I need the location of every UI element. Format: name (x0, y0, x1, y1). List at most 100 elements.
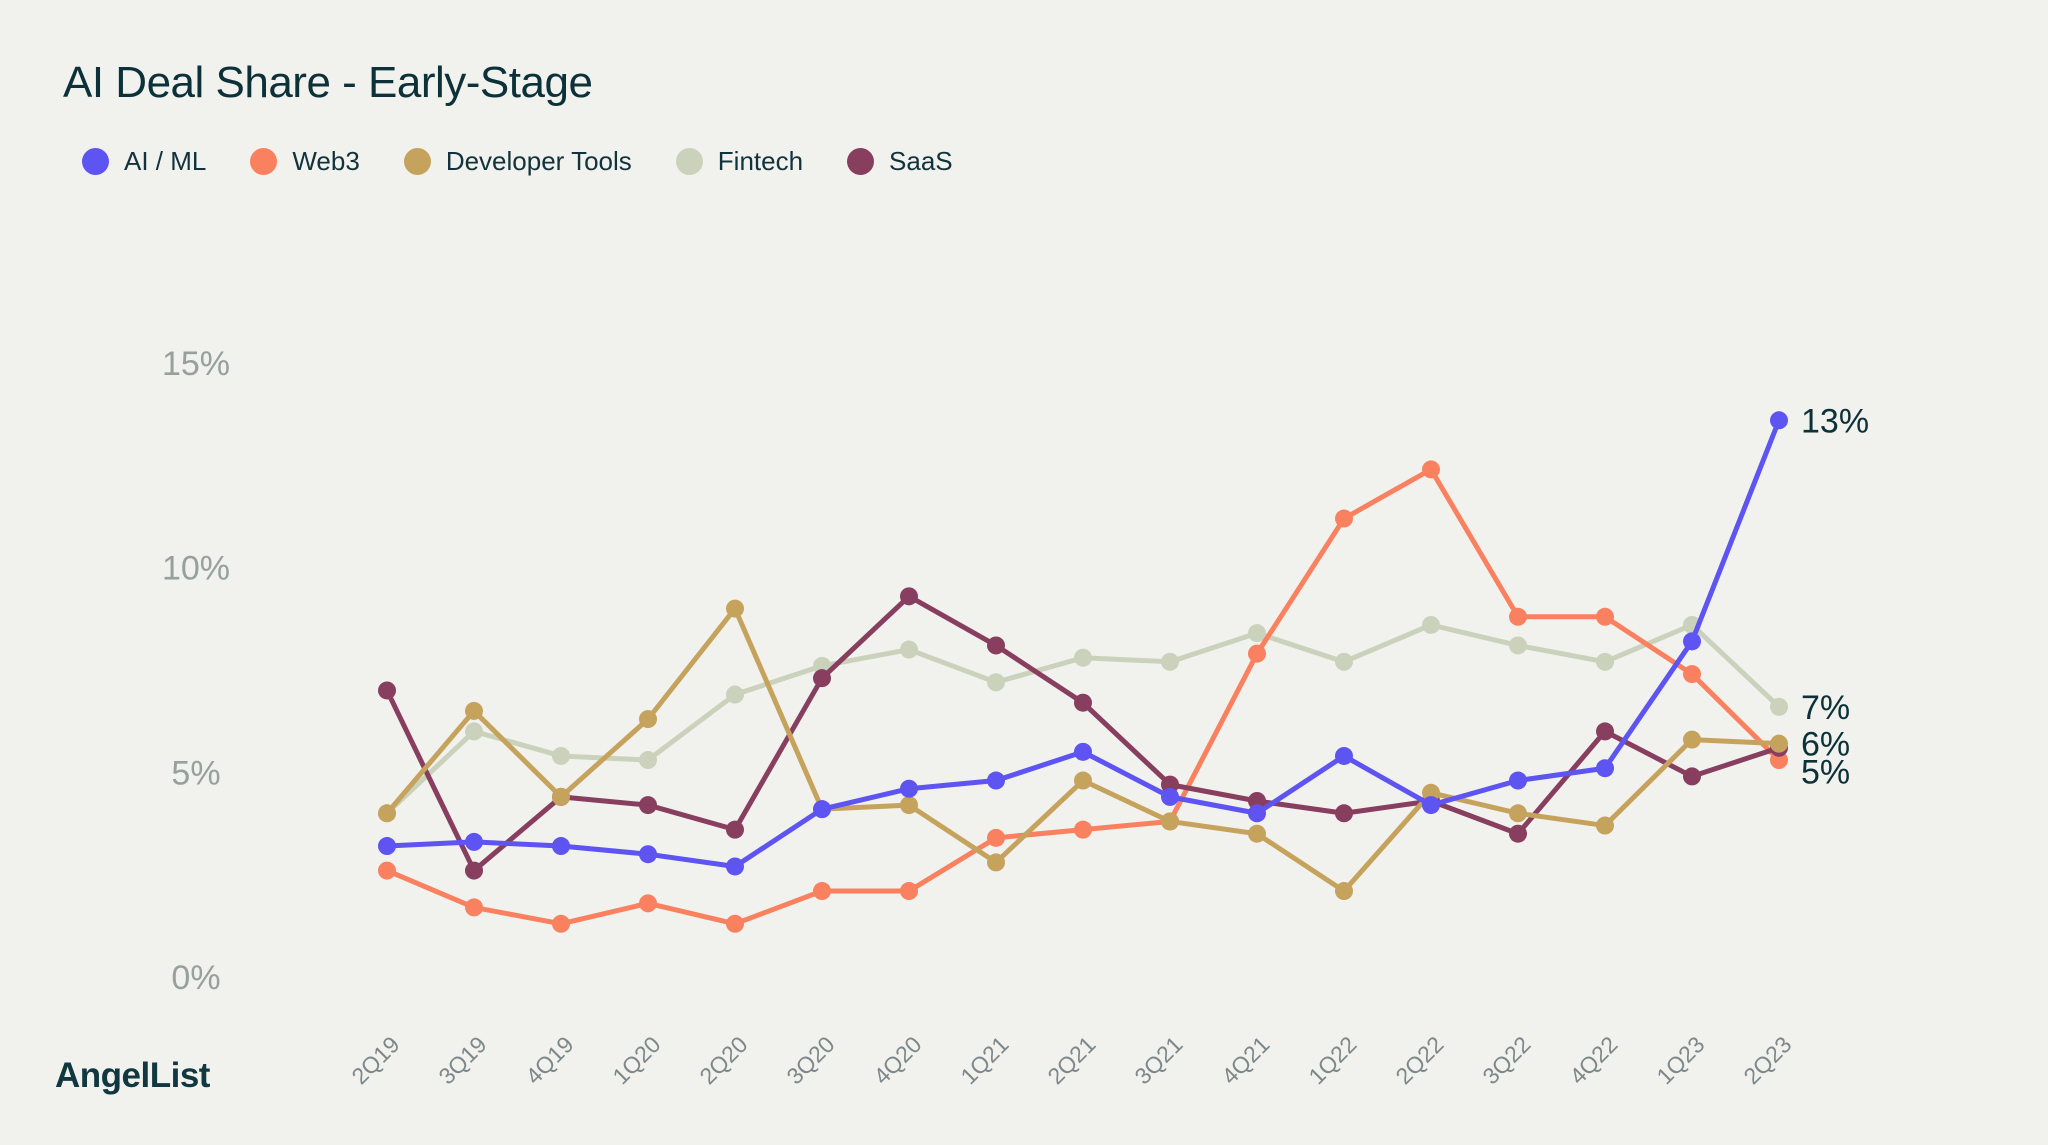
point-developer-tools-4Q20 (900, 796, 918, 815)
point-developer-tools-4Q21 (1248, 824, 1266, 843)
x-axis-tick: 1Q23 (1651, 1031, 1709, 1089)
legend-item-ai-ml[interactable]: AI / ML (82, 146, 206, 177)
point-developer-tools-3Q22 (1509, 804, 1527, 823)
chart-title: AI Deal Share - Early-Stage (63, 58, 593, 107)
point-saas-2Q21 (1074, 693, 1092, 712)
legend-dot-fintech (675, 148, 703, 175)
point-web3-2Q21 (1074, 820, 1092, 839)
x-axis-tick: 3Q20 (781, 1031, 839, 1089)
point-fintech-2Q21 (1074, 648, 1092, 667)
point-saas-3Q20 (813, 669, 831, 688)
legend-label: SaaS (889, 146, 953, 176)
point-web3-1Q23 (1683, 665, 1701, 684)
point-web3-3Q22 (1509, 607, 1527, 626)
point-ai-ml-1Q23 (1683, 632, 1701, 651)
legend-item-saas[interactable]: SaaS (847, 146, 953, 177)
legend-dot-web3 (250, 148, 278, 175)
x-axis-tick: 2Q20 (694, 1031, 752, 1089)
legend-item-fintech[interactable]: Fintech (675, 146, 804, 177)
point-developer-tools-3Q21 (1161, 812, 1179, 831)
end-label-ai-ml: 13% (1801, 402, 1869, 440)
point-web3-1Q20 (639, 894, 657, 913)
legend-label: Fintech (717, 146, 804, 176)
point-ai-ml-3Q19 (465, 832, 483, 851)
point-developer-tools-4Q19 (552, 787, 570, 806)
point-saas-2Q19 (378, 681, 396, 700)
point-developer-tools-2Q20 (726, 599, 744, 618)
x-axis-tick: 4Q21 (1216, 1031, 1274, 1089)
legend-label: Developer Tools (445, 146, 632, 176)
x-axis-tick: 1Q21 (955, 1031, 1013, 1089)
y-axis-tick: 5% (171, 754, 220, 792)
point-web3-2Q19 (378, 861, 396, 880)
point-web3-3Q20 (813, 882, 831, 901)
point-developer-tools-1Q22 (1335, 882, 1353, 901)
point-developer-tools-2Q23 (1770, 734, 1788, 753)
point-developer-tools-1Q23 (1683, 730, 1701, 749)
point-fintech-3Q22 (1509, 636, 1527, 655)
legend: AI / ML Web3 Developer Tools Fintech SaaS (82, 146, 953, 177)
point-developer-tools-2Q19 (378, 804, 396, 823)
point-developer-tools-1Q21 (987, 853, 1005, 872)
x-axis-tick: 4Q20 (868, 1031, 926, 1089)
point-ai-ml-4Q22 (1596, 759, 1614, 778)
point-fintech-4Q19 (552, 746, 570, 765)
point-saas-4Q22 (1596, 722, 1614, 741)
y-axis-tick: 0% (171, 959, 220, 997)
point-ai-ml-2Q22 (1422, 796, 1440, 815)
point-ai-ml-2Q21 (1074, 742, 1092, 761)
point-ai-ml-1Q20 (639, 845, 657, 864)
point-ai-ml-2Q20 (726, 857, 744, 876)
x-axis-tick: 2Q22 (1390, 1031, 1448, 1089)
legend-label: AI / ML (124, 146, 207, 176)
point-web3-2Q20 (726, 914, 744, 933)
end-label-developer-tools: 6% (1801, 726, 1850, 764)
point-fintech-2Q23 (1770, 697, 1788, 716)
point-web3-4Q20 (900, 882, 918, 901)
point-ai-ml-4Q19 (552, 837, 570, 856)
legend-item-developer-tools[interactable]: Developer Tools (403, 146, 632, 177)
point-saas-1Q22 (1335, 804, 1353, 823)
point-ai-ml-4Q20 (900, 779, 918, 798)
point-fintech-3Q21 (1161, 652, 1179, 671)
x-axis-tick: 3Q22 (1477, 1031, 1535, 1089)
brand-logo: AngelList (55, 1056, 210, 1095)
point-saas-3Q19 (465, 861, 483, 880)
x-axis-tick: 3Q21 (1129, 1031, 1187, 1089)
point-web3-1Q21 (987, 828, 1005, 847)
point-web3-4Q19 (552, 914, 570, 933)
point-developer-tools-2Q21 (1074, 771, 1092, 790)
point-developer-tools-4Q22 (1596, 816, 1614, 835)
point-fintech-1Q21 (987, 673, 1005, 692)
point-developer-tools-3Q19 (465, 701, 483, 720)
point-web3-1Q22 (1335, 509, 1353, 528)
x-axis-tick: 1Q22 (1303, 1031, 1361, 1089)
x-axis-tick: 3Q19 (433, 1031, 491, 1089)
legend-item-web3[interactable]: Web3 (250, 146, 360, 177)
point-fintech-1Q22 (1335, 652, 1353, 671)
legend-dot-ai-ml (82, 148, 109, 175)
y-axis-tick: 15% (162, 345, 230, 383)
point-saas-1Q21 (987, 636, 1005, 655)
legend-label: Web3 (292, 146, 360, 176)
x-axis-tick: 4Q22 (1564, 1031, 1622, 1089)
point-saas-1Q20 (639, 796, 657, 815)
point-developer-tools-1Q20 (639, 710, 657, 729)
point-ai-ml-3Q21 (1161, 787, 1179, 806)
point-web3-2Q22 (1422, 460, 1440, 479)
end-label-fintech: 7% (1801, 689, 1850, 727)
point-web3-4Q21 (1248, 644, 1266, 663)
point-ai-ml-2Q19 (378, 837, 396, 856)
legend-dot-saas (847, 148, 875, 175)
x-axis-tick: 2Q21 (1042, 1031, 1100, 1089)
point-ai-ml-3Q22 (1509, 771, 1527, 790)
point-ai-ml-1Q21 (987, 771, 1005, 790)
point-web3-4Q22 (1596, 607, 1614, 626)
x-axis-tick: 1Q20 (607, 1031, 665, 1089)
y-axis-tick: 10% (162, 550, 230, 588)
point-fintech-3Q19 (465, 722, 483, 741)
point-fintech-2Q22 (1422, 615, 1440, 634)
point-fintech-2Q20 (726, 685, 744, 704)
